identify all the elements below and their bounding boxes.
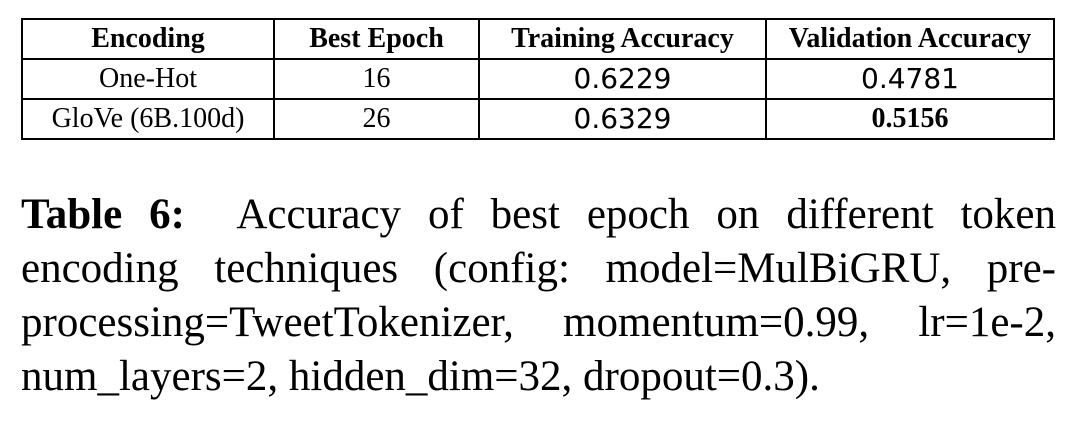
caption-label: Table 6: — [21, 191, 185, 238]
header-encoding: Encoding — [21, 18, 275, 60]
results-table-container: Encoding Best Epoch Training Accuracy Va… — [21, 18, 1055, 140]
results-table: Encoding Best Epoch Training Accuracy Va… — [21, 18, 1055, 140]
cell-best-epoch: 16 — [273, 58, 480, 100]
header-validation-accuracy: Validation Accuracy — [765, 18, 1055, 60]
header-training-accuracy: Training Accuracy — [478, 18, 767, 60]
caption-text: Accuracy of best epoch on different toke… — [21, 191, 1056, 400]
cell-validation-accuracy-best: 0.5156 — [765, 98, 1055, 140]
cell-training-accuracy: 0.6329 — [478, 98, 767, 140]
cell-validation-accuracy: 0.4781 — [765, 58, 1055, 100]
table-caption: Table 6: Accuracy of best epoch on diffe… — [21, 188, 1056, 404]
table-header-row: Encoding Best Epoch Training Accuracy Va… — [21, 18, 1055, 60]
table-row: One-Hot 16 0.6229 0.4781 — [21, 58, 1055, 100]
cell-best-epoch: 26 — [273, 98, 480, 140]
cell-encoding: One-Hot — [21, 58, 275, 100]
cell-training-accuracy: 0.6229 — [478, 58, 767, 100]
cell-encoding: GloVe (6B.100d) — [21, 98, 275, 140]
header-best-epoch: Best Epoch — [273, 18, 480, 60]
table-row: GloVe (6B.100d) 26 0.6329 0.5156 — [21, 98, 1055, 140]
